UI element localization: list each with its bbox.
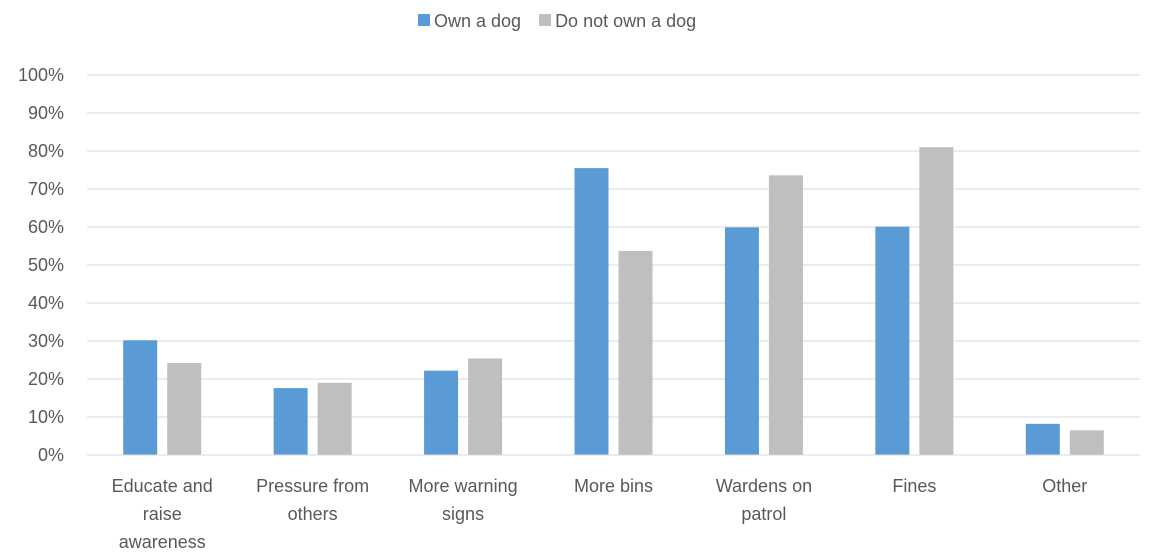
bar-do-not-own-a-dog [468,358,503,455]
legend: Own a dog Do not own a dog [418,11,696,31]
x-axis-labels: Educate and raise awareness Pressure from ot… [112,476,1088,552]
legend-item: Own a dog [418,11,521,31]
bar-own-a-dog [424,370,459,455]
legend-label: Do not own a dog [555,11,696,31]
x-category-label: Pressure from others [256,476,369,524]
x-category-label-line: Other [1042,476,1087,496]
x-category-label-line: others [288,504,338,524]
bar-own-a-dog [574,168,609,455]
x-category-label: More warning signs [409,476,518,524]
x-category-label-line: Wardens on [716,476,812,496]
y-tick-label: 70% [28,179,64,199]
y-tick-label: 10% [28,407,64,427]
x-category-label: Other [1042,476,1087,496]
x-category-label: Educate and raise awareness [112,476,213,552]
x-category-label-line: More warning [409,476,518,496]
bar-do-not-own-a-dog [618,250,653,455]
bar-own-a-dog [273,388,308,455]
y-tick-label: 0% [38,445,64,465]
bar-do-not-own-a-dog [167,363,202,455]
bar-own-a-dog [1025,423,1060,455]
legend-swatch [539,14,552,26]
y-tick-label: 90% [28,103,64,123]
bar-do-not-own-a-dog [1069,430,1104,455]
bars [123,147,1104,455]
bar-do-not-own-a-dog [768,175,803,455]
legend-swatch [418,14,430,26]
y-tick-label: 30% [28,331,64,351]
x-category-label-line: raise [143,504,182,524]
y-tick-label: 100% [18,65,64,85]
legend-item: Do not own a dog [539,11,696,31]
y-axis-ticks: 0% 10% 20% 30% 40% 50% 60% 70% 80% 90% 100% [18,65,64,465]
x-category-label: Fines [892,476,936,496]
y-tick-label: 40% [28,293,64,313]
legend-label: Own a dog [434,11,521,31]
bar-own-a-dog [875,226,910,455]
y-tick-label: 80% [28,141,64,161]
y-tick-label: 20% [28,369,64,389]
x-category-label-line: Pressure from [256,476,369,496]
x-category-label-line: signs [442,504,484,524]
bar-do-not-own-a-dog [919,147,954,455]
y-tick-label: 60% [28,217,64,237]
bar-own-a-dog [123,340,158,455]
bar-do-not-own-a-dog [317,382,352,455]
x-category-label-line: Educate and [112,476,213,496]
gridlines [87,74,1140,418]
x-category-label-line: Fines [892,476,936,496]
x-category-label-line: More bins [574,476,653,496]
x-category-label-line: awareness [119,532,206,552]
x-category-label-line: patrol [741,504,786,524]
bar-own-a-dog [724,227,759,455]
x-category-label: More bins [574,476,653,496]
x-category-label: Wardens on patrol [716,476,812,524]
y-tick-label: 50% [28,255,64,275]
